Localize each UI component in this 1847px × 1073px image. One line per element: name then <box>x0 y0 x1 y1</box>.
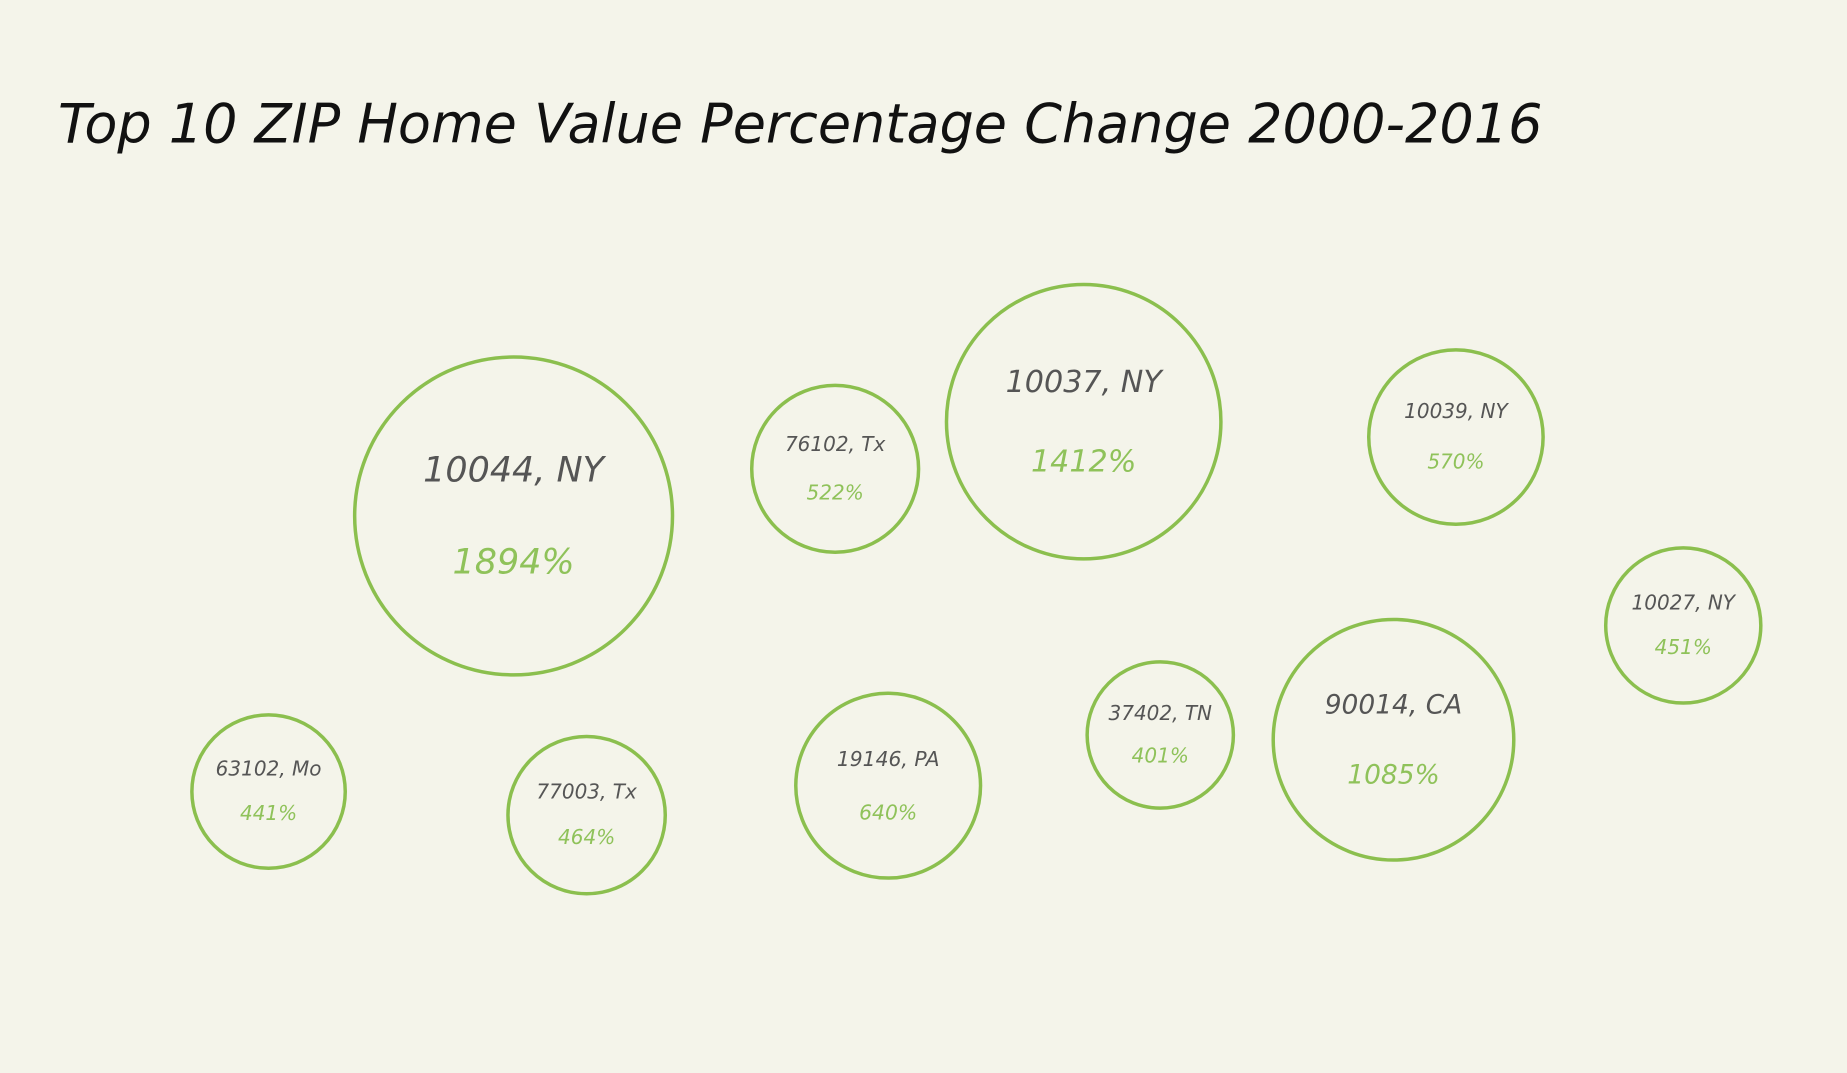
value-label: 464% <box>558 825 615 849</box>
zip-label: 19146, PA <box>837 747 940 771</box>
zip-label: 37402, TN <box>1109 701 1213 725</box>
value-label: 522% <box>807 480 864 504</box>
value-label: 441% <box>240 801 297 825</box>
bubble <box>1271 617 1516 862</box>
bubble <box>190 713 348 871</box>
zip-label: 10037, NY <box>1006 365 1165 400</box>
zip-label: 76102, Tx <box>785 432 886 456</box>
value-label: 451% <box>1655 635 1712 659</box>
value-label: 1085% <box>1347 759 1439 790</box>
zip-label: 10044, NY <box>423 450 607 490</box>
value-label: 401% <box>1132 743 1189 767</box>
zip-label: 10039, NY <box>1404 399 1509 423</box>
bubble <box>944 282 1223 561</box>
value-label: 1412% <box>1031 444 1136 479</box>
chart-title: Top 10 ZIP Home Value Percentage Change … <box>58 93 1542 156</box>
zip-label: 63102, Mo <box>216 757 322 781</box>
bubble <box>352 355 675 677</box>
zip-label: 90014, CA <box>1325 690 1463 721</box>
zip-label: 10027, NY <box>1632 590 1737 614</box>
value-label: 570% <box>1427 450 1484 474</box>
bubble <box>794 691 983 880</box>
bubble <box>506 734 668 896</box>
value-label: 1894% <box>452 543 574 583</box>
bubble <box>1366 348 1545 526</box>
bubble <box>1085 660 1236 810</box>
zip-label: 77003, Tx <box>536 780 637 804</box>
bubble <box>749 383 921 554</box>
value-label: 640% <box>859 800 917 824</box>
bubble <box>1603 546 1763 705</box>
